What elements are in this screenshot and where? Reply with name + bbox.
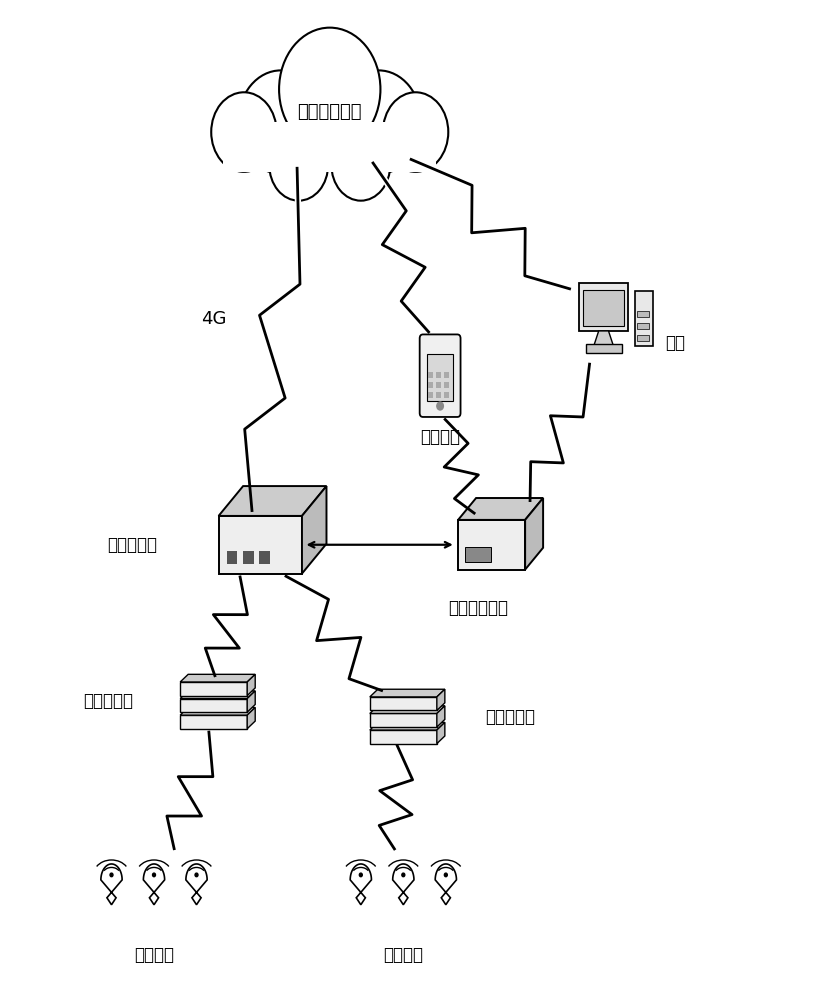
Polygon shape bbox=[180, 715, 247, 729]
Polygon shape bbox=[247, 691, 255, 712]
Circle shape bbox=[269, 129, 328, 201]
Bar bbox=[436, 392, 441, 398]
Polygon shape bbox=[247, 674, 255, 696]
Bar bbox=[428, 372, 433, 378]
Circle shape bbox=[437, 402, 444, 410]
Bar bbox=[259, 551, 270, 564]
Bar bbox=[428, 392, 433, 398]
Text: 远程管理平台: 远程管理平台 bbox=[297, 103, 362, 121]
FancyBboxPatch shape bbox=[224, 122, 436, 172]
Polygon shape bbox=[458, 498, 543, 520]
Bar bbox=[586, 344, 621, 353]
Polygon shape bbox=[435, 864, 457, 905]
Text: 协调器节点: 协调器节点 bbox=[108, 536, 157, 554]
Polygon shape bbox=[370, 713, 437, 727]
Bar bbox=[637, 323, 649, 329]
Circle shape bbox=[212, 92, 277, 172]
Polygon shape bbox=[180, 674, 255, 682]
Bar bbox=[444, 372, 449, 378]
Text: 终端节点: 终端节点 bbox=[384, 946, 423, 964]
Polygon shape bbox=[351, 864, 371, 905]
Polygon shape bbox=[458, 520, 525, 570]
Text: 4G: 4G bbox=[201, 310, 226, 328]
Text: 智能手机: 智能手机 bbox=[420, 428, 460, 446]
Polygon shape bbox=[525, 498, 543, 570]
Polygon shape bbox=[180, 699, 247, 712]
Bar bbox=[635, 291, 653, 346]
Polygon shape bbox=[180, 682, 247, 696]
Polygon shape bbox=[393, 864, 414, 905]
Bar bbox=[637, 311, 649, 317]
Bar bbox=[436, 372, 441, 378]
Circle shape bbox=[332, 129, 390, 201]
Bar bbox=[444, 392, 449, 398]
Polygon shape bbox=[437, 722, 445, 744]
Circle shape bbox=[402, 873, 405, 877]
Bar bbox=[444, 382, 449, 388]
Bar bbox=[584, 290, 624, 326]
Circle shape bbox=[279, 28, 380, 151]
Text: 路由器节点: 路由器节点 bbox=[485, 708, 535, 726]
Polygon shape bbox=[370, 689, 445, 697]
Polygon shape bbox=[180, 691, 255, 699]
Polygon shape bbox=[143, 864, 165, 905]
FancyBboxPatch shape bbox=[420, 334, 461, 417]
Polygon shape bbox=[186, 864, 207, 905]
Circle shape bbox=[110, 873, 113, 877]
Polygon shape bbox=[437, 689, 445, 710]
Polygon shape bbox=[370, 722, 445, 730]
Circle shape bbox=[337, 70, 421, 174]
Polygon shape bbox=[370, 730, 437, 744]
Polygon shape bbox=[101, 864, 122, 905]
Bar bbox=[428, 382, 433, 388]
Circle shape bbox=[444, 873, 448, 877]
Bar bbox=[243, 551, 253, 564]
Text: 路由器节点: 路由器节点 bbox=[83, 692, 133, 710]
Text: 电脑: 电脑 bbox=[665, 334, 685, 352]
Polygon shape bbox=[593, 331, 613, 346]
Circle shape bbox=[383, 92, 449, 172]
Circle shape bbox=[238, 70, 323, 174]
Circle shape bbox=[152, 873, 156, 877]
Bar bbox=[227, 551, 237, 564]
Polygon shape bbox=[370, 706, 445, 713]
Polygon shape bbox=[370, 697, 437, 710]
Bar bbox=[427, 354, 453, 401]
Bar bbox=[436, 382, 441, 388]
Polygon shape bbox=[180, 707, 255, 715]
Circle shape bbox=[360, 873, 362, 877]
Polygon shape bbox=[302, 486, 327, 574]
Text: 终端节点: 终端节点 bbox=[134, 946, 174, 964]
Text: 设备控制模块: 设备控制模块 bbox=[449, 599, 509, 617]
Polygon shape bbox=[219, 516, 302, 574]
Bar bbox=[465, 547, 491, 562]
Polygon shape bbox=[219, 486, 327, 516]
Polygon shape bbox=[247, 707, 255, 729]
Polygon shape bbox=[437, 706, 445, 727]
Bar bbox=[637, 335, 649, 341]
Bar bbox=[579, 283, 628, 331]
Circle shape bbox=[195, 873, 198, 877]
